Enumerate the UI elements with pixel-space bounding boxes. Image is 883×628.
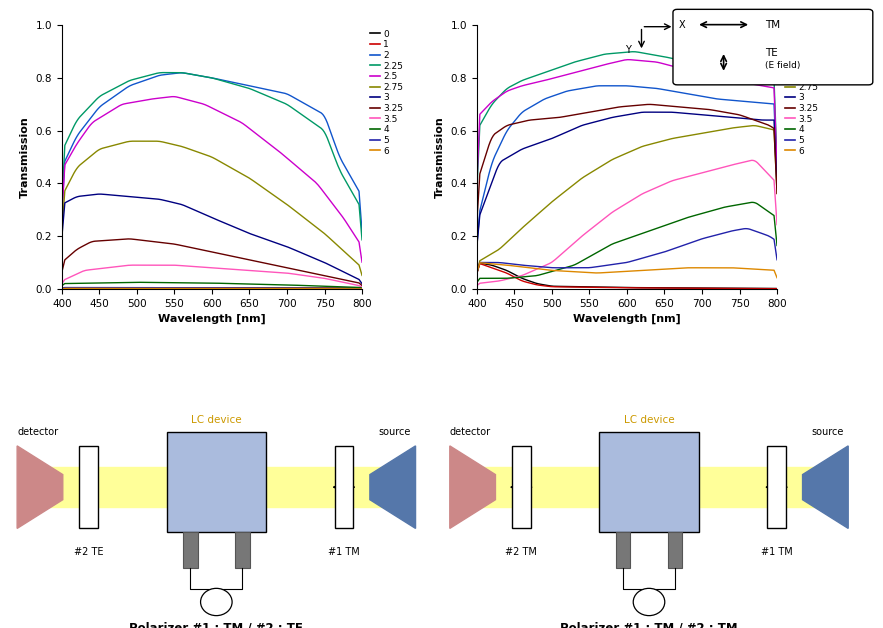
Polygon shape bbox=[449, 446, 495, 528]
Polygon shape bbox=[475, 467, 823, 507]
Text: detector: detector bbox=[450, 427, 491, 437]
Text: LC device: LC device bbox=[191, 414, 242, 425]
Text: TE: TE bbox=[765, 48, 777, 58]
Y-axis label: Transmission: Transmission bbox=[20, 116, 30, 198]
Text: source: source bbox=[811, 427, 843, 437]
Text: X: X bbox=[678, 19, 685, 30]
Text: #1 TM: #1 TM bbox=[761, 548, 793, 557]
Bar bbox=[335, 446, 353, 528]
Text: LC device: LC device bbox=[623, 414, 675, 425]
Circle shape bbox=[200, 588, 232, 615]
Text: Y: Y bbox=[625, 45, 630, 55]
Polygon shape bbox=[370, 446, 416, 528]
Polygon shape bbox=[42, 467, 390, 507]
Bar bbox=[235, 532, 250, 568]
Text: V: V bbox=[213, 597, 220, 607]
Circle shape bbox=[633, 588, 665, 615]
Bar bbox=[79, 446, 98, 528]
Bar bbox=[767, 446, 786, 528]
Text: (E field): (E field) bbox=[765, 61, 800, 70]
Bar bbox=[512, 446, 531, 528]
Text: detector: detector bbox=[18, 427, 58, 437]
Text: #2 TE: #2 TE bbox=[74, 548, 103, 557]
X-axis label: Wavelength [nm]: Wavelength [nm] bbox=[158, 314, 266, 325]
Text: TM: TM bbox=[765, 19, 780, 30]
Text: Polarizer #1 : TM / #2 : TM: Polarizer #1 : TM / #2 : TM bbox=[560, 622, 738, 628]
Polygon shape bbox=[17, 446, 63, 528]
Bar bbox=[167, 431, 266, 532]
Text: V: V bbox=[645, 597, 653, 607]
Legend: 0, 1, 2, 2.25, 2.5, 2.75, 3, 3.25, 3.5, 4, 5, 6: 0, 1, 2, 2.25, 2.5, 2.75, 3, 3.25, 3.5, … bbox=[785, 30, 818, 156]
Bar bbox=[183, 532, 198, 568]
Bar bbox=[668, 532, 683, 568]
Text: #1 TM: #1 TM bbox=[328, 548, 360, 557]
FancyBboxPatch shape bbox=[673, 9, 872, 85]
Text: source: source bbox=[379, 427, 411, 437]
Bar bbox=[600, 431, 698, 532]
Text: #2 TM: #2 TM bbox=[505, 548, 538, 557]
Y-axis label: Transmission: Transmission bbox=[435, 116, 445, 198]
Bar bbox=[615, 532, 630, 568]
Text: Polarizer #1 : TM / #2 : TE: Polarizer #1 : TM / #2 : TE bbox=[130, 622, 303, 628]
X-axis label: Wavelength [nm]: Wavelength [nm] bbox=[573, 314, 681, 325]
Polygon shape bbox=[803, 446, 849, 528]
Legend: 0, 1, 2, 2.25, 2.5, 2.75, 3, 3.25, 3.5, 4, 5, 6: 0, 1, 2, 2.25, 2.5, 2.75, 3, 3.25, 3.5, … bbox=[370, 30, 403, 156]
